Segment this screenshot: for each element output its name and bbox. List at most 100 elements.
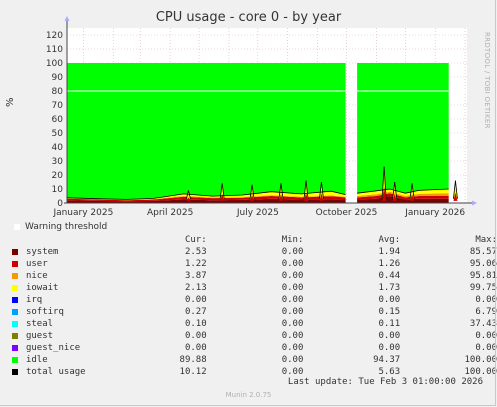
legend-min: 0.00 bbox=[281, 271, 304, 281]
legend-avg: 0.15 bbox=[378, 307, 401, 317]
legend-row-guest-nice: guest_nice 0.00 0.00 0.00 0.00 bbox=[12, 342, 497, 354]
header-cur: Cur: bbox=[184, 235, 207, 245]
chart-title: CPU usage - core 0 - by year bbox=[155, 10, 342, 25]
y-tick-label: 60 bbox=[52, 115, 64, 125]
legend-min: 0.00 bbox=[281, 307, 304, 317]
total-usage-line bbox=[66, 190, 346, 200]
legend-name: steal bbox=[25, 319, 54, 329]
legend-name: total usage bbox=[25, 367, 86, 377]
usage-spike-line bbox=[383, 166, 387, 199]
usage-spike-line bbox=[186, 190, 189, 199]
y-tick-label: 120 bbox=[46, 31, 63, 41]
usage-spike-iowait bbox=[250, 184, 255, 199]
stacked-areas bbox=[66, 63, 467, 203]
legend-cur: 10.12 bbox=[179, 367, 207, 377]
y-tick-label: 10 bbox=[52, 185, 64, 195]
legend-row-steal: steal 0.10 0.00 0.11 37.43 bbox=[12, 318, 497, 330]
usage-spike-line bbox=[305, 180, 309, 199]
usage-spike-iowait bbox=[319, 182, 324, 199]
header-max: Max: bbox=[475, 235, 497, 245]
legend-name: irq bbox=[25, 295, 43, 305]
legend-cur: 0.00 bbox=[184, 343, 207, 353]
usage-spike-user bbox=[410, 194, 415, 201]
munin-version: Munin 2.0.75 bbox=[225, 391, 272, 399]
legend-name: system bbox=[25, 247, 59, 257]
warning-threshold-legend: Warning threshold bbox=[14, 222, 107, 232]
last-update: Last update: Tue Feb 3 01:00:00 2026 bbox=[287, 377, 483, 387]
area-user bbox=[67, 196, 346, 202]
area-iowait bbox=[357, 189, 449, 196]
y-tick-label: 20 bbox=[52, 171, 64, 181]
rrdtool-credit: RRDTOOL / TOBI OETIKER bbox=[483, 32, 491, 129]
legend-name: guest bbox=[25, 331, 54, 341]
legend-avg: 0.11 bbox=[378, 319, 401, 329]
usage-spike-line bbox=[455, 180, 458, 199]
y-axis-arrow bbox=[64, 16, 70, 21]
usage-spike-user bbox=[319, 193, 324, 201]
legend-min: 0.00 bbox=[281, 343, 304, 353]
legend-avg: 0.00 bbox=[378, 331, 401, 341]
legend-swatch bbox=[12, 272, 18, 279]
total-usage-line bbox=[357, 188, 449, 194]
legend-cur: 2.53 bbox=[184, 247, 207, 257]
usage-spike-user bbox=[304, 192, 309, 201]
legend-row-total-usage: total usage 10.12 0.00 5.63 100.00 bbox=[12, 366, 497, 378]
legend-name: guest_nice bbox=[25, 343, 81, 353]
area-iowait bbox=[67, 191, 346, 200]
legend-max: 99.75 bbox=[469, 283, 497, 293]
legend-row-user: user 1.22 0.00 1.26 95.06 bbox=[12, 258, 497, 270]
legend-avg: 1.73 bbox=[378, 283, 401, 293]
usage-spike-user bbox=[250, 194, 255, 201]
legend-avg: 1.26 bbox=[378, 259, 401, 269]
legend-min: 0.00 bbox=[281, 319, 304, 329]
legend-cur: 0.10 bbox=[184, 319, 207, 329]
legend-swatch bbox=[12, 248, 18, 255]
legend-avg: 94.37 bbox=[373, 355, 401, 365]
warning-label: Warning threshold bbox=[25, 222, 108, 232]
usage-spike-iowait bbox=[220, 183, 225, 199]
legend-max: 6.79 bbox=[475, 307, 497, 317]
x-tick-label: January 2026 bbox=[404, 208, 465, 218]
usage-spike-line bbox=[411, 183, 415, 199]
usage-spike-user bbox=[278, 194, 283, 201]
legend-name: nice bbox=[25, 271, 48, 281]
legend-row-idle: idle 89.88 0.00 94.37 100.00 bbox=[12, 354, 497, 366]
legend-table: Cur: Min: Avg: Max: system 2.53 0.00 1.94 85… bbox=[12, 234, 497, 378]
legend-avg: 1.94 bbox=[378, 247, 401, 257]
usage-spike-line bbox=[278, 183, 282, 199]
legend-avg: 0.44 bbox=[378, 271, 401, 281]
legend-max: 100.00 bbox=[464, 367, 497, 377]
usage-spike-line bbox=[381, 166, 385, 199]
area-system bbox=[357, 196, 449, 203]
usage-spike-iowait bbox=[410, 183, 415, 199]
legend-name: user bbox=[25, 259, 48, 269]
area-idle bbox=[357, 63, 449, 194]
legend-name: iowait bbox=[25, 283, 59, 293]
warning-swatch bbox=[14, 223, 20, 230]
legend-min: 0.00 bbox=[281, 259, 304, 269]
usage-spike-line bbox=[303, 180, 307, 199]
legend-max: 37.43 bbox=[469, 319, 497, 329]
x-tick-label: April 2025 bbox=[147, 208, 193, 218]
legend-swatch bbox=[12, 332, 18, 339]
usage-spike-line bbox=[280, 183, 284, 199]
x-tick-label: July 2025 bbox=[236, 208, 279, 218]
legend-swatch bbox=[12, 320, 18, 327]
legend-min: 0.00 bbox=[281, 367, 304, 377]
y-tick-label: 80 bbox=[52, 87, 64, 97]
usage-spike-line bbox=[319, 181, 322, 199]
legend-name: idle bbox=[25, 355, 48, 365]
legend-avg: 0.00 bbox=[378, 343, 401, 353]
usage-spike-user bbox=[453, 192, 458, 201]
legend-swatch bbox=[12, 308, 18, 315]
legend-swatch bbox=[12, 284, 18, 291]
area-user bbox=[357, 193, 449, 200]
header-min: Min: bbox=[281, 235, 304, 245]
usage-spike-line bbox=[251, 184, 255, 199]
legend-avg: 5.63 bbox=[378, 367, 401, 377]
usage-spike-user bbox=[382, 186, 387, 201]
usage-spike-user bbox=[392, 193, 397, 201]
usage-spike-line bbox=[409, 183, 413, 199]
legend-swatch bbox=[12, 260, 18, 267]
